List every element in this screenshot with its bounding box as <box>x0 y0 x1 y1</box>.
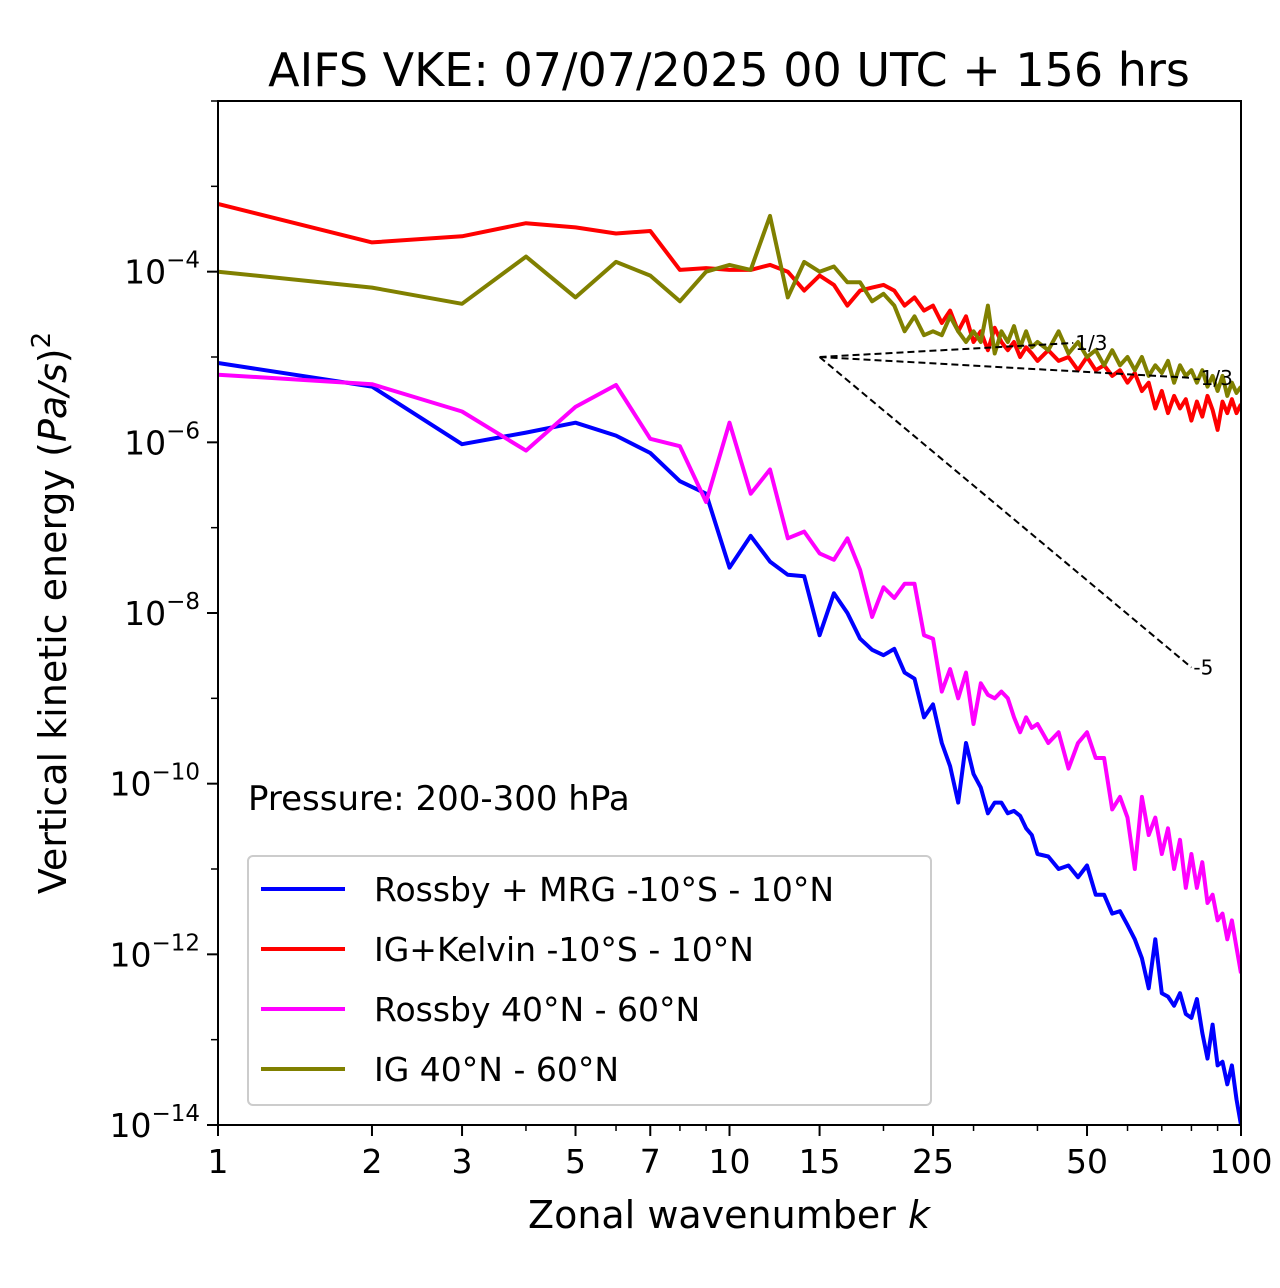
y-tick-label: 10−4 <box>124 248 200 292</box>
y-axis-label: Vertical kinetic energy (Pa/s)2 <box>27 332 75 894</box>
series-line-1 <box>218 361 1241 1125</box>
legend-label-2: IG+Kelvin -10°S - 10°N <box>374 930 754 969</box>
reference-line-label-2: 1/3 <box>1075 331 1107 355</box>
legend: Rossby + MRG -10°S - 10°N IG+Kelvin -10°S… <box>247 855 932 1106</box>
x-tick-label: 1 <box>208 1142 229 1181</box>
x-tick-label: 25 <box>912 1142 954 1181</box>
reference-line-1 <box>819 356 1192 379</box>
legend-label-4: IG 40°N - 60°N <box>374 1050 619 1089</box>
y-tick-label: 10−12 <box>109 930 200 974</box>
x-tick-label: 3 <box>452 1142 473 1181</box>
x-tick-label: 15 <box>799 1142 841 1181</box>
x-tick-label: 50 <box>1066 1142 1108 1181</box>
x-tick-label: 2 <box>361 1142 382 1181</box>
x-tick-label: 7 <box>640 1142 661 1181</box>
y-tick-label: 10−10 <box>109 760 200 804</box>
reference-lines: -1/3 1/3 -5 <box>818 331 1233 679</box>
reference-line-2 <box>819 341 1074 358</box>
legend-frame <box>247 855 932 1106</box>
x-axis-label: Zonal wavenumber k <box>528 1193 932 1237</box>
x-tick-label: 5 <box>565 1142 586 1181</box>
y-axis: 10−14 10−12 10−10 10−8 10−6 10−4 <box>109 100 218 1145</box>
y-tick-label: 10−8 <box>124 589 200 633</box>
reference-line-label-3: -5 <box>1193 655 1213 679</box>
reference-line-label-1: -1/3 <box>1193 366 1232 390</box>
x-tick-label: 10 <box>709 1142 751 1181</box>
y-tick-label: 10−14 <box>109 1101 200 1145</box>
pressure-annotation: Pressure: 200-300 hPa <box>248 779 630 819</box>
x-tick-label: 100 <box>1210 1142 1273 1181</box>
y-tick-label: 10−6 <box>124 418 200 462</box>
legend-label-1: Rossby + MRG -10°S - 10°N <box>374 870 834 909</box>
series-line-3 <box>218 372 1241 974</box>
legend-label-3: Rossby 40°N - 60°N <box>374 990 700 1029</box>
x-axis: 1 2 3 5 7 10 15 25 50 100 <box>208 1125 1273 1181</box>
chart-title: AIFS VKE: 07/07/2025 00 UTC + 156 hrs <box>268 43 1190 97</box>
reference-line-3 <box>818 356 1193 669</box>
series-line-4 <box>218 213 1241 398</box>
